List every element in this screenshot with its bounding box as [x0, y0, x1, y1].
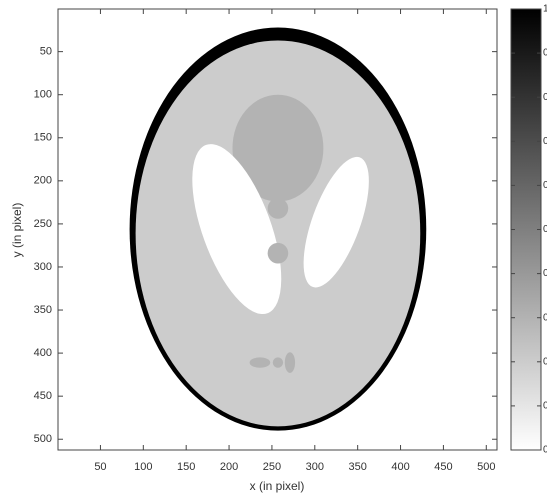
page: x (in pixel) y (in pixel) 50100150200250… — [0, 0, 547, 495]
colorbar-tick-label: 0 — [543, 445, 547, 456]
colorbar-tick-label: 0 — [543, 401, 547, 412]
phantom-ellipse — [273, 357, 283, 367]
x-tick-label: 300 — [306, 461, 324, 473]
image — [130, 28, 427, 431]
x-axis-label: x (in pixel) — [250, 479, 305, 493]
colorbar-tick-label: 0 — [543, 268, 547, 279]
x-tick-label: 200 — [220, 461, 238, 473]
colorbar-tick-label: 0 — [543, 48, 547, 59]
colorbar-tick-label: 0 — [543, 92, 547, 103]
colorbar — [511, 9, 541, 450]
y-tick-label: 250 — [34, 218, 52, 230]
colorbar-tick-label: 1 — [543, 4, 547, 15]
y-tick-label: 50 — [40, 46, 52, 58]
y-tick-label: 200 — [34, 175, 52, 187]
y-tick-label: 350 — [34, 304, 52, 316]
x-tick-label: 450 — [434, 461, 452, 473]
chart: x (in pixel) y (in pixel) 50100150200250… — [0, 0, 547, 495]
x-tick-label: 50 — [94, 461, 106, 473]
colorbar-tick-label: 0 — [543, 224, 547, 235]
y-tick-label: 300 — [34, 261, 52, 273]
y-tick-label: 150 — [34, 132, 52, 144]
colorbar-tick-label: 0 — [543, 180, 547, 191]
y-tick-label: 450 — [34, 390, 52, 402]
y-tick-label: 500 — [34, 433, 52, 445]
colorbar-tick-label: 0 — [543, 312, 547, 323]
x-tick-label: 150 — [177, 461, 195, 473]
x-tick-label: 500 — [477, 461, 495, 473]
phantom-ellipse — [285, 352, 295, 373]
phantom-ellipse — [268, 198, 289, 219]
y-tick-label: 100 — [34, 89, 52, 101]
x-tick-label: 400 — [391, 461, 409, 473]
x-tick-label: 250 — [263, 461, 281, 473]
phantom-ellipse — [250, 357, 271, 367]
colorbar-tick-label: 0 — [543, 136, 547, 147]
phantom-ellipse — [268, 243, 289, 264]
y-tick-label: 400 — [34, 347, 52, 359]
y-axis-label: y (in pixel) — [10, 203, 24, 258]
x-tick-label: 350 — [348, 461, 366, 473]
colorbar-tick-label: 0 — [543, 356, 547, 367]
x-tick-label: 100 — [134, 461, 152, 473]
